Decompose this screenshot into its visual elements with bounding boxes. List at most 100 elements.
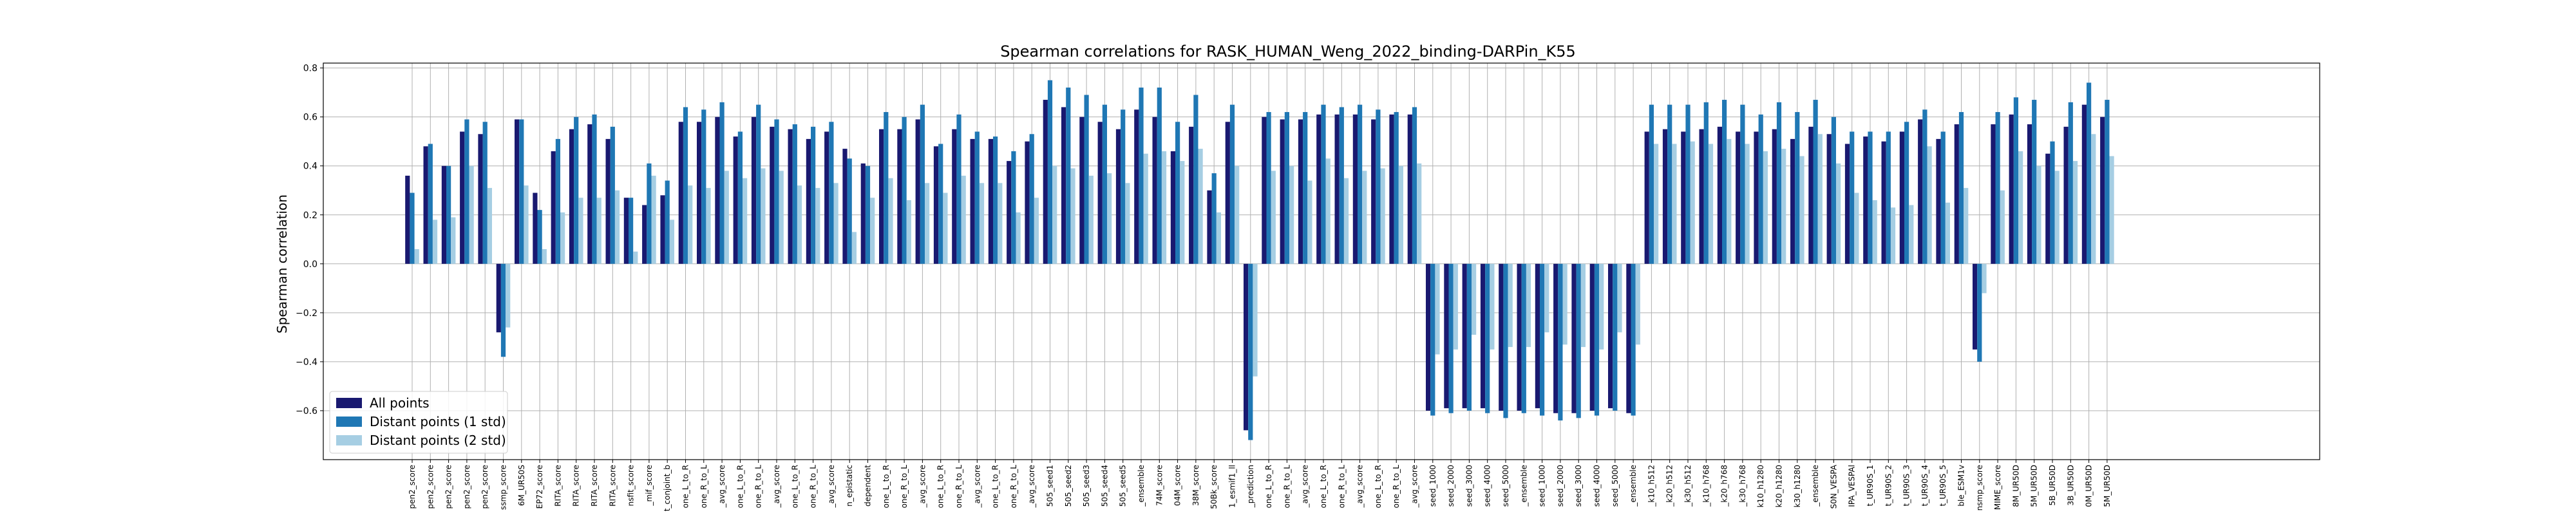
bar	[1626, 263, 1631, 413]
x-tick-label: seed_3000	[1464, 465, 1473, 507]
bar	[1722, 100, 1727, 264]
bar	[1836, 163, 1841, 264]
bar	[1376, 109, 1381, 264]
legend-swatch	[336, 435, 362, 445]
bar	[1685, 104, 1690, 264]
bar	[1321, 104, 1326, 264]
x-tick-label: seed_4000	[1593, 465, 1602, 507]
bar	[1079, 117, 1084, 264]
bar	[1462, 263, 1467, 409]
bar	[1266, 112, 1271, 264]
bar	[1868, 131, 1873, 264]
bar	[1708, 144, 1714, 264]
bar	[660, 195, 665, 264]
bar	[1544, 263, 1549, 333]
x-tick-label: _avg_score	[1301, 465, 1310, 508]
x-tick-label: EP72_score	[535, 465, 544, 509]
bar	[1540, 263, 1545, 416]
x-tick-label: _avg_score	[1356, 465, 1365, 508]
bar	[829, 122, 834, 264]
bar	[1535, 263, 1540, 409]
bar	[1772, 129, 1777, 264]
x-tick-label: t_conjoint_b	[663, 465, 672, 511]
x-tick-label: _ensemble	[1137, 465, 1146, 507]
y-tick-label: 0.8	[303, 64, 317, 74]
bar	[788, 129, 793, 264]
bar	[2054, 171, 2060, 264]
bar	[683, 107, 688, 264]
x-tick-label: _k20_h512	[1665, 465, 1674, 507]
bar	[1084, 95, 1089, 264]
bar	[1047, 80, 1053, 264]
bar	[988, 138, 993, 264]
x-tick-label: one_L_to_R	[991, 465, 1000, 508]
bar	[1412, 107, 1417, 264]
bar	[500, 263, 506, 357]
x-tick-label: seed_1000	[1428, 465, 1437, 507]
bar	[496, 263, 501, 333]
x-tick-label: IPA_VESPAl	[1848, 465, 1857, 507]
bar	[487, 187, 492, 264]
x-tick-label: t_UR90S_3	[1902, 465, 1911, 506]
bar	[1736, 131, 1741, 264]
x-tick-label: _k10_h512	[1647, 465, 1656, 507]
bar	[1649, 104, 1654, 264]
bar	[1389, 114, 1394, 264]
bar	[1225, 122, 1230, 264]
x-tick-label: one_L_to_R	[735, 465, 744, 508]
legend-label: Distant points (2 std)	[370, 433, 506, 448]
x-tick-label: ble_ESM1v	[1957, 465, 1966, 507]
bar	[515, 119, 520, 264]
bar	[1466, 263, 1472, 411]
bar	[1244, 263, 1249, 431]
bar	[1503, 263, 1508, 418]
x-tick-label: one_R_to_L	[699, 465, 708, 509]
x-tick-label: one_R_to_L	[809, 465, 818, 509]
bar	[2045, 153, 2050, 264]
x-tick-label: _k30_h512	[1683, 465, 1692, 507]
bar	[1453, 263, 1458, 350]
bar	[847, 158, 852, 264]
x-tick-label: seed_5000	[1501, 465, 1510, 507]
bar	[2013, 97, 2018, 264]
bar	[1417, 163, 1422, 264]
bar	[865, 165, 871, 264]
bar	[506, 263, 511, 328]
bar	[1982, 263, 1987, 294]
x-tick-label: MIME_score	[1993, 465, 2002, 510]
bar	[1380, 168, 1385, 264]
bar	[1958, 112, 1964, 264]
bar	[1909, 205, 1914, 264]
bar	[560, 212, 565, 264]
x-tick-label: t_UR90S_5	[1938, 465, 1947, 506]
bar	[651, 175, 656, 264]
bar	[537, 210, 542, 264]
bar	[1813, 100, 1818, 264]
y-axis-ticks: −0.6 −0.4 −0.2 0.0 0.2 0.4 0.6 0.8	[296, 64, 323, 417]
bar	[1371, 119, 1376, 264]
bar	[574, 117, 579, 264]
bar	[519, 119, 524, 264]
bar	[1667, 104, 1672, 264]
bar	[1016, 212, 1021, 264]
bar	[478, 134, 483, 264]
bar	[1121, 109, 1126, 264]
bar	[961, 175, 966, 264]
bar	[811, 126, 816, 264]
bar	[756, 104, 761, 264]
bar	[2081, 104, 2087, 264]
bar	[1262, 117, 1267, 264]
bar	[933, 146, 939, 264]
bar	[551, 151, 556, 264]
bar	[952, 129, 957, 264]
bar	[956, 114, 961, 264]
x-tick-label: RITA_score	[553, 465, 562, 507]
bar	[1490, 263, 1495, 350]
bar	[888, 178, 893, 264]
y-tick-label: −0.6	[296, 406, 317, 417]
bar	[605, 138, 611, 264]
bar	[1964, 187, 1969, 264]
bar	[1088, 175, 1094, 264]
bar	[451, 217, 456, 264]
bar	[2032, 100, 2037, 264]
